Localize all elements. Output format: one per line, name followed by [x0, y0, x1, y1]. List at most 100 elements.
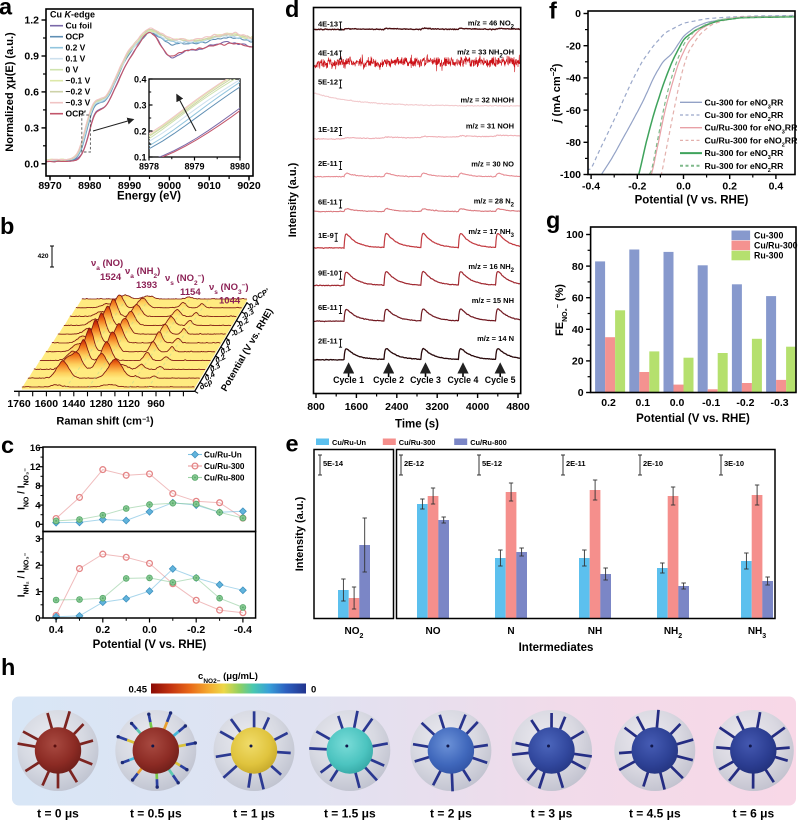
svg-text:1: 1	[35, 587, 41, 598]
svg-text:5E-14: 5E-14	[323, 459, 344, 468]
svg-text:0.2: 0.2	[95, 624, 110, 636]
svg-text:0.3: 0.3	[24, 123, 39, 135]
svg-text:0: 0	[575, 8, 581, 20]
svg-text:Cu foil: Cu foil	[66, 21, 92, 31]
svg-text:Energy (eV): Energy (eV)	[117, 191, 181, 203]
svg-text:Cu K-edge: Cu K-edge	[50, 10, 95, 20]
svg-text:9000: 9000	[158, 180, 182, 192]
svg-text:6E-11: 6E-11	[318, 198, 338, 207]
svg-text:g: g	[546, 207, 560, 233]
svg-text:0: 0	[224, 337, 233, 347]
svg-text:f: f	[549, 0, 557, 24]
svg-text:0: 0	[578, 387, 584, 399]
svg-text:d: d	[285, 0, 299, 22]
svg-text:1280: 1280	[90, 398, 114, 410]
svg-text:0: 0	[35, 520, 40, 531]
svg-text:0.9: 0.9	[24, 51, 39, 63]
svg-text:0.4: 0.4	[49, 624, 64, 636]
svg-text:m/z = 31 NOH: m/z = 31 NOH	[466, 122, 514, 131]
svg-text:−0.1 V: −0.1 V	[66, 76, 91, 86]
svg-text:N: N	[507, 626, 514, 637]
svg-text:Cycle 2: Cycle 2	[373, 375, 404, 385]
svg-text:b: b	[0, 213, 14, 239]
svg-text:9E-10: 9E-10	[318, 269, 338, 278]
svg-text:Cycle 1: Cycle 1	[333, 375, 364, 385]
svg-text:-60: -60	[566, 105, 581, 117]
svg-text:0 V: 0 V	[66, 65, 79, 75]
svg-text:NH3: NH3	[748, 626, 766, 640]
svg-text:e: e	[286, 431, 299, 457]
svg-text:t = 6 μs: t = 6 μs	[732, 807, 774, 821]
svg-text:Cu-300 for eNO3RR: Cu-300 for eNO3RR	[705, 97, 785, 110]
svg-text:t = 2 μs: t = 2 μs	[430, 807, 472, 821]
svg-text:-20: -20	[566, 40, 581, 52]
svg-text:8970: 8970	[38, 180, 62, 192]
svg-text:1120: 1120	[117, 398, 140, 410]
svg-text:t = 1 μs: t = 1 μs	[233, 807, 275, 821]
svg-text:t = 3 μs: t = 3 μs	[531, 807, 573, 821]
svg-text:0: 0	[311, 685, 316, 696]
svg-text:Intensity (a.u.): Intensity (a.u.)	[287, 162, 299, 237]
svg-text:2E-12: 2E-12	[404, 459, 424, 468]
svg-text:4000: 4000	[466, 401, 490, 413]
svg-text:16: 16	[30, 443, 41, 454]
svg-text:Cycle 3: Cycle 3	[410, 375, 441, 385]
svg-text:OCP: OCP	[66, 32, 85, 42]
svg-text:5E-12: 5E-12	[482, 459, 502, 468]
svg-text:2E-10: 2E-10	[643, 459, 663, 468]
svg-text:1393: 1393	[136, 280, 157, 291]
svg-text:1E-12: 1E-12	[318, 125, 338, 134]
svg-text:Cu/Ru-300: Cu/Ru-300	[754, 241, 798, 251]
svg-text:2: 2	[35, 561, 40, 572]
svg-text:0.0: 0.0	[142, 624, 157, 636]
svg-text:Cycle 5: Cycle 5	[485, 375, 516, 385]
svg-text:OCP′: OCP′	[66, 109, 86, 119]
svg-text:0.1 V: 0.1 V	[66, 54, 86, 64]
svg-text:4800: 4800	[506, 401, 530, 413]
svg-text:1760: 1760	[7, 398, 31, 410]
svg-text:m/z = 15 NH: m/z = 15 NH	[472, 296, 514, 305]
svg-text:Cu/Ru-Un: Cu/Ru-Un	[332, 438, 367, 447]
svg-text:Cu-300 for eNO2RR: Cu-300 for eNO2RR	[705, 110, 785, 123]
svg-text:t = 1.5 μs: t = 1.5 μs	[324, 807, 376, 821]
svg-text:4E-14: 4E-14	[318, 49, 339, 58]
svg-text:Potential (V vs. RHE): Potential (V vs. RHE)	[93, 639, 207, 651]
svg-text:Cu/Ru-300: Cu/Ru-300	[204, 462, 245, 471]
svg-text:NH: NH	[588, 626, 602, 637]
svg-text:80: 80	[572, 261, 584, 273]
svg-text:m/z = 14 N: m/z = 14 N	[477, 334, 514, 343]
svg-text:-0.4: -0.4	[234, 624, 252, 636]
svg-text:NH2: NH2	[664, 626, 682, 640]
svg-text:3E-10: 3E-10	[724, 459, 744, 468]
svg-text:−0.2 V: −0.2 V	[66, 87, 91, 97]
svg-text:Potential (V vs. RHE): Potential (V vs. RHE)	[636, 413, 750, 425]
svg-text:Cu/Ru-300 for eNO3RR: Cu/Ru-300 for eNO3RR	[705, 123, 799, 136]
svg-text:-0.2: -0.2	[628, 181, 646, 193]
svg-text:-0.2: -0.2	[187, 624, 205, 636]
svg-text:2E-11: 2E-11	[318, 337, 338, 346]
svg-text:t = 4.5 μs: t = 4.5 μs	[629, 807, 681, 821]
svg-text:Cu/Ru-300 for eNO2RR: Cu/Ru-300 for eNO2RR	[705, 135, 799, 148]
svg-text:1600: 1600	[345, 401, 369, 413]
svg-text:8980: 8980	[230, 162, 250, 172]
svg-text:9010: 9010	[198, 180, 222, 192]
svg-text:Cycle 4: Cycle 4	[448, 375, 479, 385]
svg-text:0.0: 0.0	[24, 159, 39, 171]
svg-text:800: 800	[307, 401, 325, 413]
svg-text:8979: 8979	[184, 162, 204, 172]
svg-text:Cu/Ru-300: Cu/Ru-300	[399, 438, 436, 447]
svg-text:Cu/Ru-800: Cu/Ru-800	[470, 438, 507, 447]
svg-text:-80: -80	[566, 137, 581, 149]
svg-text:Cu/Ru-800: Cu/Ru-800	[204, 474, 245, 483]
svg-text:420: 420	[38, 253, 49, 260]
svg-text:0.2: 0.2	[722, 181, 737, 193]
svg-text:100: 100	[566, 229, 584, 241]
svg-text:3200: 3200	[426, 401, 450, 413]
svg-text:0.4: 0.4	[134, 74, 147, 84]
svg-text:-0.4: -0.4	[582, 181, 600, 193]
svg-text:0.2 V: 0.2 V	[66, 43, 86, 53]
svg-text:h: h	[1, 654, 15, 680]
svg-text:c: c	[1, 432, 14, 458]
svg-text:2E-11: 2E-11	[318, 159, 338, 168]
svg-text:0.0: 0.0	[670, 397, 685, 409]
